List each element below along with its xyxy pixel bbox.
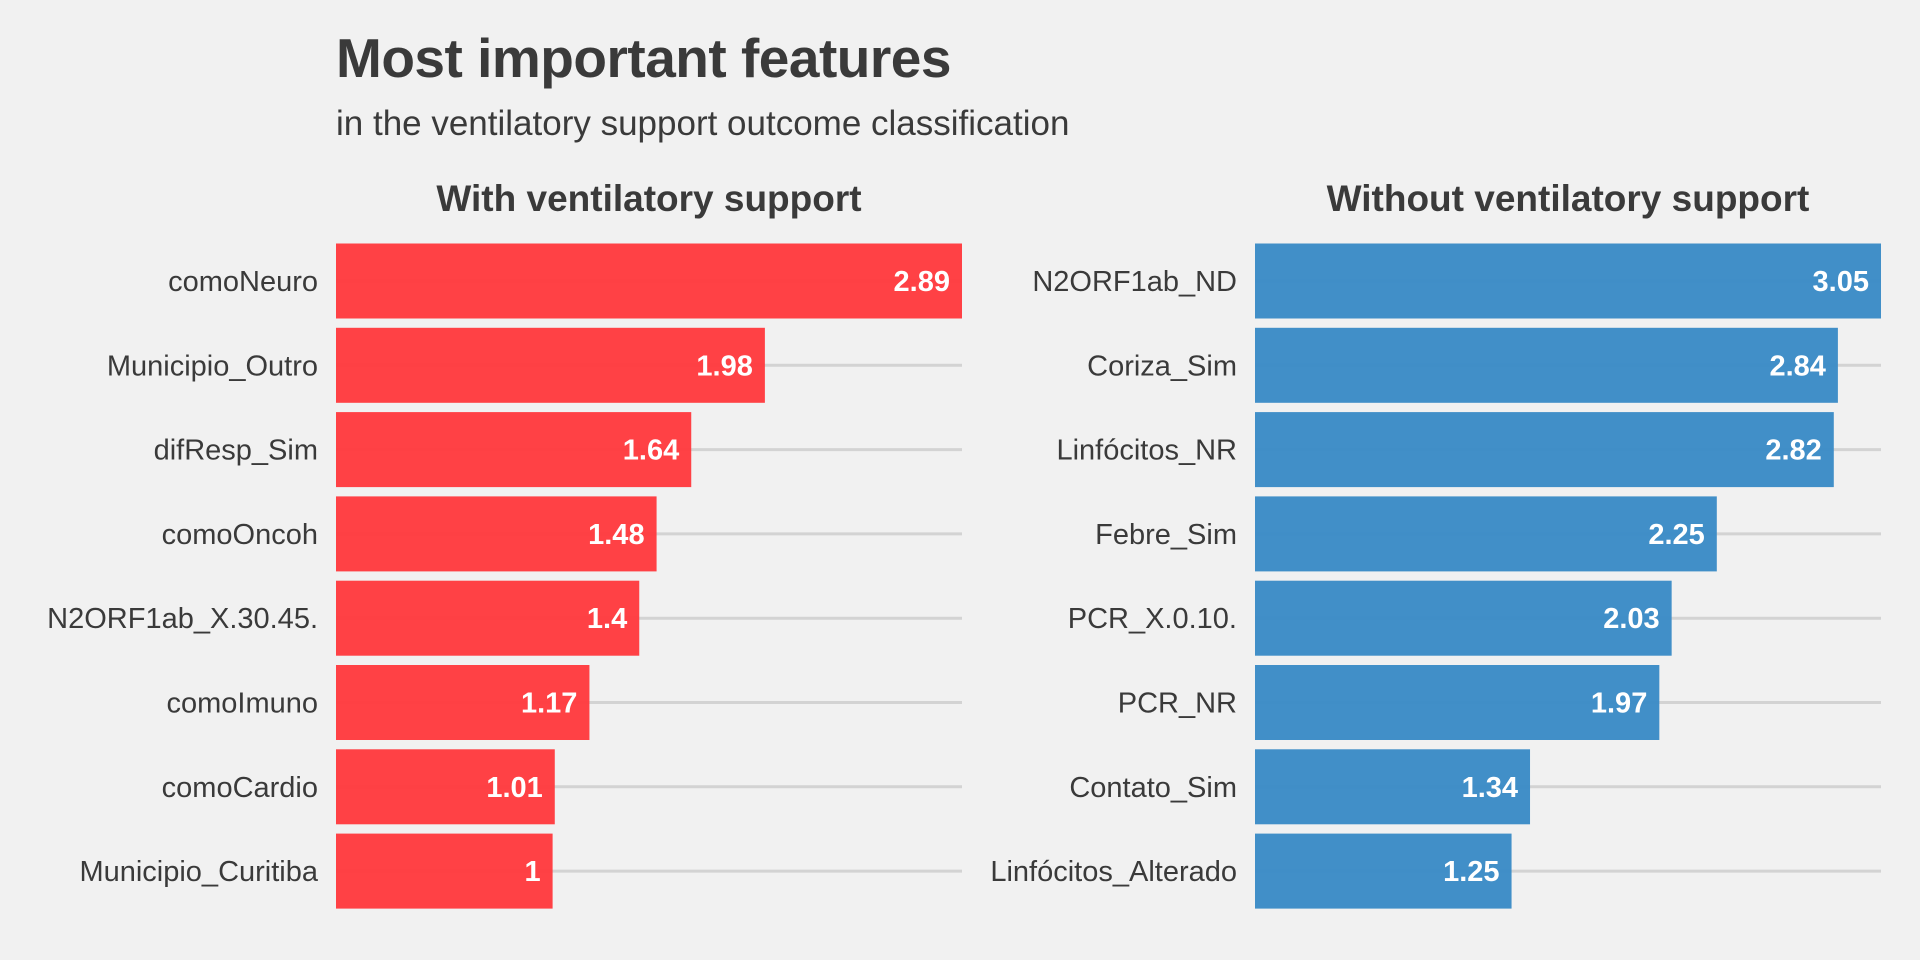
value-label: 3.05 xyxy=(1813,266,1869,298)
bar xyxy=(1255,243,1881,319)
value-label: 1 xyxy=(524,856,540,888)
value-label: 1.97 xyxy=(1591,688,1647,720)
value-label: 1.98 xyxy=(696,350,752,382)
category-label: Febre_Sim xyxy=(1095,519,1237,551)
value-label: 2.82 xyxy=(1765,435,1821,467)
category-label: Linfócitos_NR xyxy=(1056,435,1237,467)
value-label: 1.48 xyxy=(588,519,644,551)
bar xyxy=(336,580,640,656)
category-label: PCR_X.0.10. xyxy=(1068,603,1237,635)
bar xyxy=(336,665,590,740)
bar xyxy=(1255,327,1838,403)
value-label: 2.03 xyxy=(1603,603,1659,635)
bar xyxy=(336,833,553,909)
chart-title: Most important features xyxy=(336,27,951,89)
category-label: difResp_Sim xyxy=(154,435,318,467)
bar xyxy=(1255,412,1834,488)
value-label: 1.4 xyxy=(587,603,627,635)
value-label: 2.89 xyxy=(894,266,950,298)
facet-title: Without ventilatory support xyxy=(1327,178,1810,219)
bar xyxy=(1255,665,1660,740)
category-label: comoNeuro xyxy=(168,266,318,298)
chart-subtitle: in the ventilatory support outcome class… xyxy=(336,104,1070,143)
facet-title: With ventilatory support xyxy=(436,178,861,219)
category-label: comoOncoh xyxy=(162,519,318,551)
value-label: 1.17 xyxy=(521,688,577,720)
category-label: N2ORF1ab_X.30.45. xyxy=(47,603,318,635)
bar xyxy=(1255,749,1531,825)
category-label: Contato_Sim xyxy=(1069,772,1237,804)
bar xyxy=(1255,496,1717,572)
value-label: 2.25 xyxy=(1648,519,1704,551)
category-label: comoCardio xyxy=(162,772,318,804)
bar xyxy=(336,749,555,825)
value-label: 1.64 xyxy=(623,435,679,467)
category-label: comoImuno xyxy=(166,688,318,720)
value-label: 1.34 xyxy=(1462,772,1518,804)
bar xyxy=(1255,833,1512,909)
category-label: N2ORF1ab_ND xyxy=(1032,266,1237,298)
value-label: 2.84 xyxy=(1769,350,1825,382)
category-label: Coriza_Sim xyxy=(1087,350,1237,382)
bar xyxy=(336,243,962,319)
value-label: 1.01 xyxy=(486,772,542,804)
bar xyxy=(1255,580,1672,656)
category-label: PCR_NR xyxy=(1118,688,1237,720)
bar xyxy=(336,327,765,403)
category-label: Municipio_Outro xyxy=(107,350,318,382)
bar xyxy=(336,412,692,488)
bar xyxy=(336,496,657,572)
category-label: Linfócitos_Alterado xyxy=(990,856,1237,888)
value-label: 1.25 xyxy=(1443,856,1499,888)
category-label: Municipio_Curitiba xyxy=(79,856,318,888)
